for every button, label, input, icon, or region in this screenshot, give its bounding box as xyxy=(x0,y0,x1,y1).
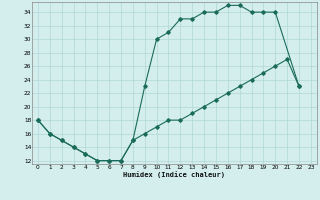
X-axis label: Humidex (Indice chaleur): Humidex (Indice chaleur) xyxy=(124,171,225,178)
